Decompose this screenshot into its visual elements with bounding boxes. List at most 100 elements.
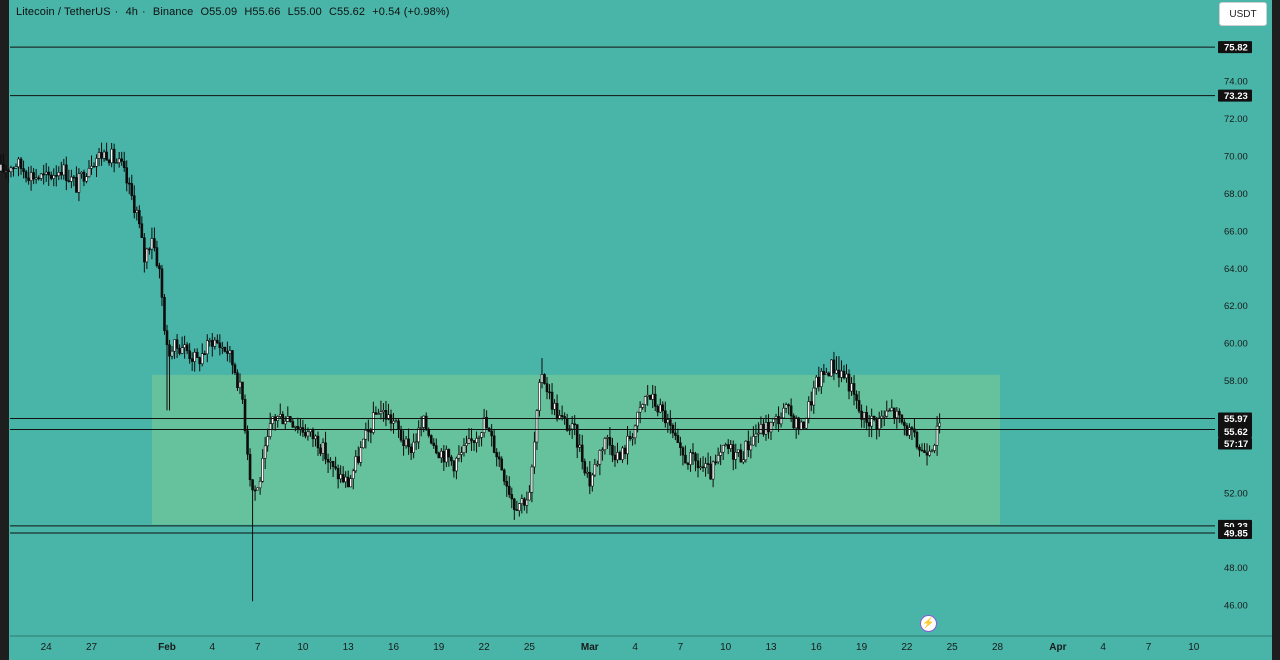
candle-body [442,450,446,463]
candle [377,408,380,415]
x-tick-label: 16 [388,642,400,653]
candle-body [925,452,929,456]
candle [278,403,282,419]
candle-body [535,410,539,443]
candle-body [470,438,473,441]
candle [845,364,848,383]
candle [193,348,196,372]
candle-body [321,442,325,454]
candle-body [263,445,267,459]
candle-body [729,444,733,449]
candle [533,431,536,474]
x-tick-label: 19 [856,642,868,653]
candle [47,166,51,186]
candle [0,154,3,172]
candle-body [903,421,906,426]
candle-body [492,435,496,453]
candle [842,365,846,380]
candle [812,380,816,414]
quote-currency-button[interactable]: USDT [1219,2,1267,26]
candle-body [538,382,541,411]
candle-body [842,370,846,379]
candle-body [636,411,639,427]
candle-body [4,170,8,172]
candle-body [812,387,816,406]
candle-body [346,476,350,488]
candle-body [341,474,345,483]
candle-body [575,424,579,448]
candle [814,374,818,395]
candle-body [445,449,448,463]
candle [62,158,66,180]
candle-body [757,432,760,435]
candle [243,394,247,434]
candle-body [158,265,161,270]
left-frame-border [0,0,9,660]
candle [608,426,612,456]
candle [304,424,307,439]
candle [643,395,647,413]
candle-body [329,461,332,463]
candle-body [216,339,219,344]
candle-body [452,460,456,472]
candle [334,456,337,471]
candle [34,168,38,184]
candle-body [872,415,876,420]
candle-body [221,346,224,349]
candle-body [475,438,478,443]
candle-body [261,458,264,482]
candle-body [754,433,758,437]
candle [24,169,28,183]
candle [125,160,129,192]
candle-body [407,438,410,448]
candle-body [882,415,886,418]
candle [75,166,78,193]
candle-body [115,162,118,164]
candle-body [512,498,516,510]
candle-body [377,413,380,415]
candle-body [379,411,383,414]
candle [87,160,91,178]
candle-body [185,344,189,352]
candle [27,166,30,185]
candle-body [814,376,818,389]
candle-body [14,166,18,169]
candle [67,169,71,183]
candle-body [331,461,335,467]
candle-body [804,417,808,429]
candle [173,339,176,359]
range-zone[interactable] [152,374,1000,525]
x-tick-label: 10 [297,642,309,653]
lightning-icon[interactable]: ⚡ [920,615,937,632]
candle-body [598,450,602,465]
candle [588,461,592,495]
candle-body [387,414,390,420]
interval-label[interactable]: 4h [125,6,138,18]
candle [200,343,204,367]
candle [246,425,249,461]
candle [887,408,891,412]
candle [731,440,735,471]
candle [925,443,929,466]
candle [105,142,108,161]
candle-body [706,463,710,465]
candle [933,443,936,454]
x-tick-label: 4 [1100,642,1106,653]
symbol-name[interactable]: Litecoin / TetherUS [16,6,111,18]
candle-body [281,414,285,425]
candle [613,445,617,467]
candle-body [764,422,768,435]
candle [736,449,740,457]
candle-body [367,430,370,432]
svg-text:49.85: 49.85 [1224,528,1248,539]
candle-body [205,340,209,355]
candle-body [694,453,697,462]
candle [598,449,602,476]
svg-text:50.23: 50.23 [1224,521,1248,532]
candle [744,440,748,463]
candle [231,350,234,375]
candle [663,401,667,428]
candle-body [933,445,936,451]
candle-body [233,364,237,374]
